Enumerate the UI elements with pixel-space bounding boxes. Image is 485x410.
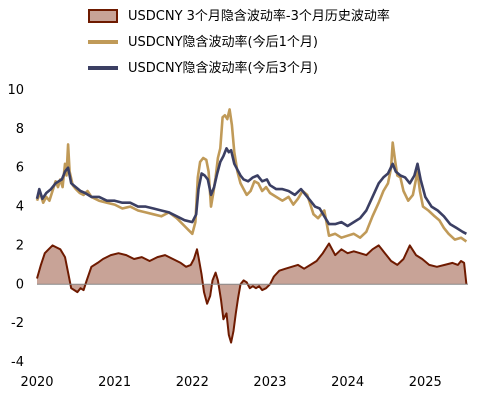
series-layer <box>35 108 468 344</box>
y-tick-label: 0 <box>16 277 24 292</box>
series-line-3m <box>35 147 468 235</box>
legend-swatch-1m <box>88 40 118 44</box>
x-tick-label: 2025 <box>409 375 442 390</box>
x-tick-label: 2020 <box>20 375 53 390</box>
y-tick-label: 6 <box>16 161 24 176</box>
x-tick-label: 2021 <box>98 375 131 390</box>
legend-label-3m: USDCNY隐含波动率(今后3个月) <box>128 61 318 76</box>
x-tick-label: 2022 <box>176 375 209 390</box>
series-line-spread <box>36 242 468 344</box>
y-tick-label: 8 <box>16 122 24 137</box>
x-axis-ticks: 2020 2021 2022 2023 2024 2025 <box>20 375 441 390</box>
y-tick-label: 10 <box>7 83 24 98</box>
y-tick-label: -2 <box>11 316 24 331</box>
legend-swatch-3m <box>88 66 118 70</box>
y-tick-label: 4 <box>16 200 24 215</box>
series-area-spread-fill <box>37 243 467 343</box>
y-tick-label: -4 <box>11 355 24 370</box>
y-tick-label: 2 <box>16 238 24 253</box>
y-axis-ticks: -4 -2 0 2 4 6 8 10 <box>7 83 24 370</box>
legend-swatch-spread <box>88 9 118 23</box>
x-tick-label: 2024 <box>331 375 364 390</box>
x-tick-label: 2023 <box>253 375 286 390</box>
legend-label-spread: USDCNY 3个月隐含波动率-3个月历史波动率 <box>128 9 390 24</box>
series-line-1m <box>35 108 468 243</box>
legend-label-1m: USDCNY隐含波动率(今后1个月) <box>128 35 318 50</box>
